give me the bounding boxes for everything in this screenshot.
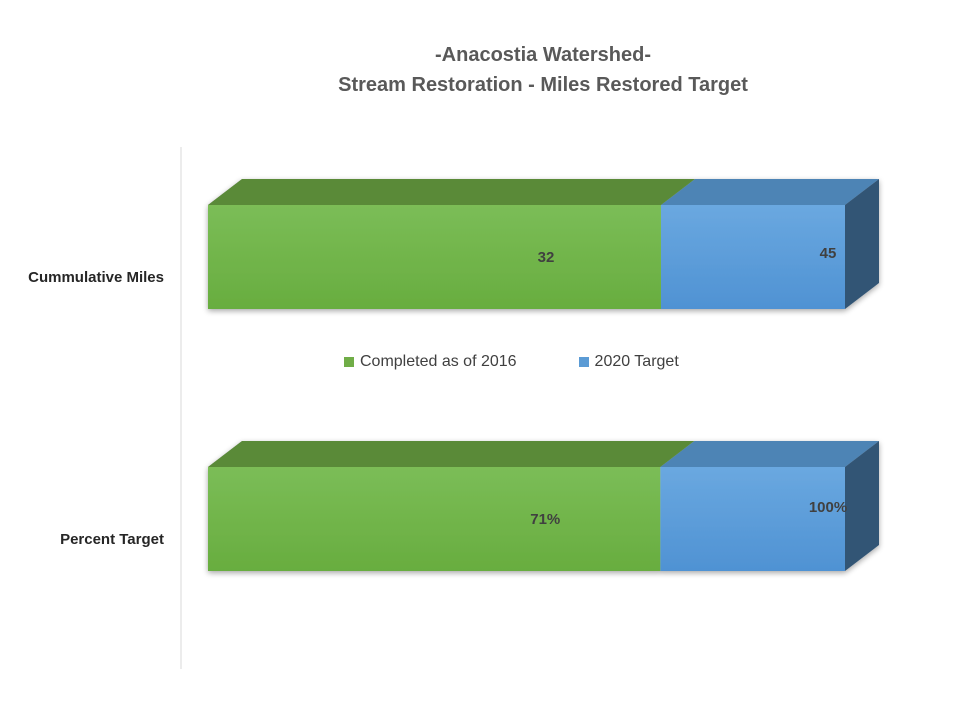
legend-label-completed: Completed as of 2016 <box>360 353 517 370</box>
chart-title: -Anacostia Watershed- Stream Restoration… <box>0 40 960 100</box>
bar-group-0 <box>208 179 879 309</box>
category-label-0: Cummulative Miles <box>28 269 164 286</box>
bar-completed-top-1 <box>208 441 695 467</box>
chart-title-line-1: -Anacostia Watershed- <box>435 44 651 66</box>
bar-target-top-1 <box>660 441 879 467</box>
chart-title-line-2: Stream Restoration - Miles Restored Targ… <box>338 74 748 96</box>
legend-swatch-target <box>578 357 589 367</box>
legend-swatch-completed <box>344 357 354 367</box>
category-label-1: Percent Target <box>60 531 164 548</box>
data-label-completed-0: 32 <box>538 249 555 266</box>
bar-target-side-1 <box>845 441 879 571</box>
chart-legend: Completed as of 2016 2020 Target <box>344 353 741 371</box>
bar-completed-top-0 <box>208 179 695 205</box>
bars-layer: Cummulative Miles 32 45 Percent Target 71% 10… <box>28 179 879 571</box>
data-label-target-0: 45 <box>820 245 837 262</box>
bar-completed-front-1 <box>208 467 661 571</box>
bar-target-front-1 <box>660 467 845 571</box>
data-label-target-1: 100% <box>809 499 847 516</box>
bar-target-top-0 <box>660 179 879 205</box>
bar-target-front-0 <box>660 205 845 309</box>
bar-group-1 <box>208 441 879 571</box>
bar-target-side-0 <box>845 179 879 309</box>
bar-completed-front-0 <box>208 205 661 309</box>
legend-label-target: 2020 Target <box>594 353 679 370</box>
legend-item-completed: Completed as of 2016 <box>344 353 517 371</box>
data-label-completed-1: 71% <box>530 511 560 528</box>
legend-item-target: 2020 Target <box>578 353 679 371</box>
